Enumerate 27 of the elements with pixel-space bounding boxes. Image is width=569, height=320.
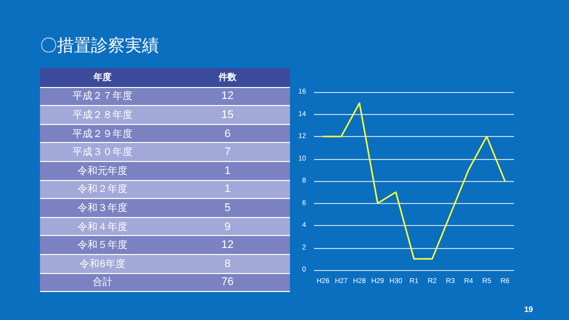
text: 年度 — [92, 70, 112, 84]
category-label: 平成３０年度 — [72, 146, 134, 160]
data-label: 15 — [220, 108, 235, 121]
text: 件数 — [217, 70, 238, 84]
line-series — [322, 102, 506, 260]
category-label: 令和6年度 — [78, 258, 126, 271]
category-label: 平成２８年度 — [72, 108, 134, 122]
data-label: 1 — [223, 183, 232, 196]
category-label: 平成２９年度 — [72, 128, 134, 141]
category-label: 令和３年度 — [76, 202, 128, 215]
category-label: 令和４年度 — [76, 220, 128, 234]
text: 19 — [524, 305, 533, 314]
category-label: 平成２７年度 — [72, 90, 134, 104]
data-label: 12 — [220, 239, 235, 252]
data-label: 9 — [223, 220, 232, 233]
data-label: 7 — [223, 146, 232, 158]
category-label: 令和元年度 — [76, 164, 128, 178]
data-label: 8 — [223, 258, 232, 270]
data-label: 1 — [223, 164, 232, 177]
category-label: 令和５年度 — [76, 238, 128, 252]
data-label: 6 — [223, 128, 232, 140]
data-label: 76 — [220, 276, 235, 288]
text: 〇措置診察実績 — [40, 35, 159, 57]
category-label: 合計 — [92, 276, 114, 290]
category-label: 令和２年度 — [76, 182, 128, 196]
data-label: 12 — [220, 90, 235, 102]
data-label: 5 — [223, 202, 232, 214]
